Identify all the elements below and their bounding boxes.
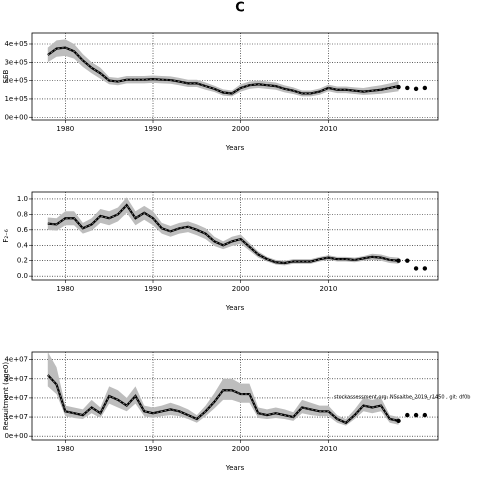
- y-axis-label: SSB: [2, 69, 10, 83]
- forecast-point: [413, 412, 419, 418]
- annotation: stockassessment.org: NSsaithe_2019_r1450…: [334, 395, 470, 401]
- x-tick-label: 1990: [144, 445, 162, 453]
- forecast-point: [405, 258, 410, 263]
- y-tick-label: 1e+07: [4, 413, 28, 421]
- x-axis-label: Years: [225, 144, 245, 152]
- forecast-point: [396, 258, 401, 263]
- y-tick-label: 2e+07: [4, 394, 28, 402]
- x-tick-label: 2000: [232, 285, 250, 293]
- y-tick-label: 0e+00: [4, 432, 28, 440]
- y-tick-label: 0.4: [17, 241, 29, 249]
- forecast-point: [422, 266, 428, 271]
- y-axis-label: F₂₋₆: [2, 229, 10, 243]
- x-axis-label: Years: [225, 304, 245, 312]
- y-tick-label: 3e+07: [4, 375, 28, 383]
- x-tick-label: 1980: [56, 125, 74, 133]
- x-tick-label: 2010: [319, 285, 337, 293]
- forecast-point: [422, 85, 428, 91]
- x-tick-label: 1990: [144, 285, 162, 293]
- confidence-band: [47, 39, 399, 97]
- y-tick-label: 0.2: [17, 257, 28, 265]
- estimate-line-overlay: [47, 374, 399, 424]
- forecast-point: [422, 412, 428, 418]
- y-tick-label: 0e+00: [4, 113, 28, 121]
- forecast-point: [413, 86, 419, 92]
- x-tick-label: 1990: [144, 125, 162, 133]
- forecast-point: [396, 418, 401, 424]
- y-tick-label: 4e+07: [4, 356, 28, 364]
- estimate-line-overlay: [47, 47, 399, 94]
- x-tick-label: 1980: [56, 285, 74, 293]
- y-tick-label: 1.0: [17, 195, 28, 203]
- forecast-point: [413, 266, 419, 271]
- x-tick-label: 2010: [319, 125, 337, 133]
- figure-title: C: [235, 1, 245, 16]
- y-axis-label: Recruitment (age0): [2, 362, 10, 430]
- y-tick-label: 0.8: [17, 210, 28, 218]
- x-axis-label: Years: [225, 464, 245, 472]
- y-tick-label: 4e+05: [4, 40, 28, 48]
- y-tick-label: 3e+05: [4, 58, 28, 66]
- x-tick-label: 2000: [232, 445, 250, 453]
- y-tick-label: 2e+05: [4, 77, 28, 85]
- forecast-point: [405, 85, 410, 91]
- estimate-line-overlay: [47, 204, 399, 264]
- x-tick-label: 2010: [319, 445, 337, 453]
- plot-frame: [31, 351, 439, 441]
- y-tick-label: 0.6: [17, 226, 29, 234]
- confidence-band: [47, 197, 399, 266]
- plot-frame: [31, 32, 439, 121]
- y-tick-label: 1e+05: [4, 95, 28, 103]
- y-tick-label: 0.0: [17, 272, 28, 280]
- forecast-point: [396, 84, 401, 90]
- plot-frame: [31, 191, 439, 281]
- x-tick-label: 2000: [232, 125, 250, 133]
- x-tick-label: 1980: [56, 445, 74, 453]
- confidence-band: [47, 352, 399, 426]
- forecast-point: [405, 412, 410, 418]
